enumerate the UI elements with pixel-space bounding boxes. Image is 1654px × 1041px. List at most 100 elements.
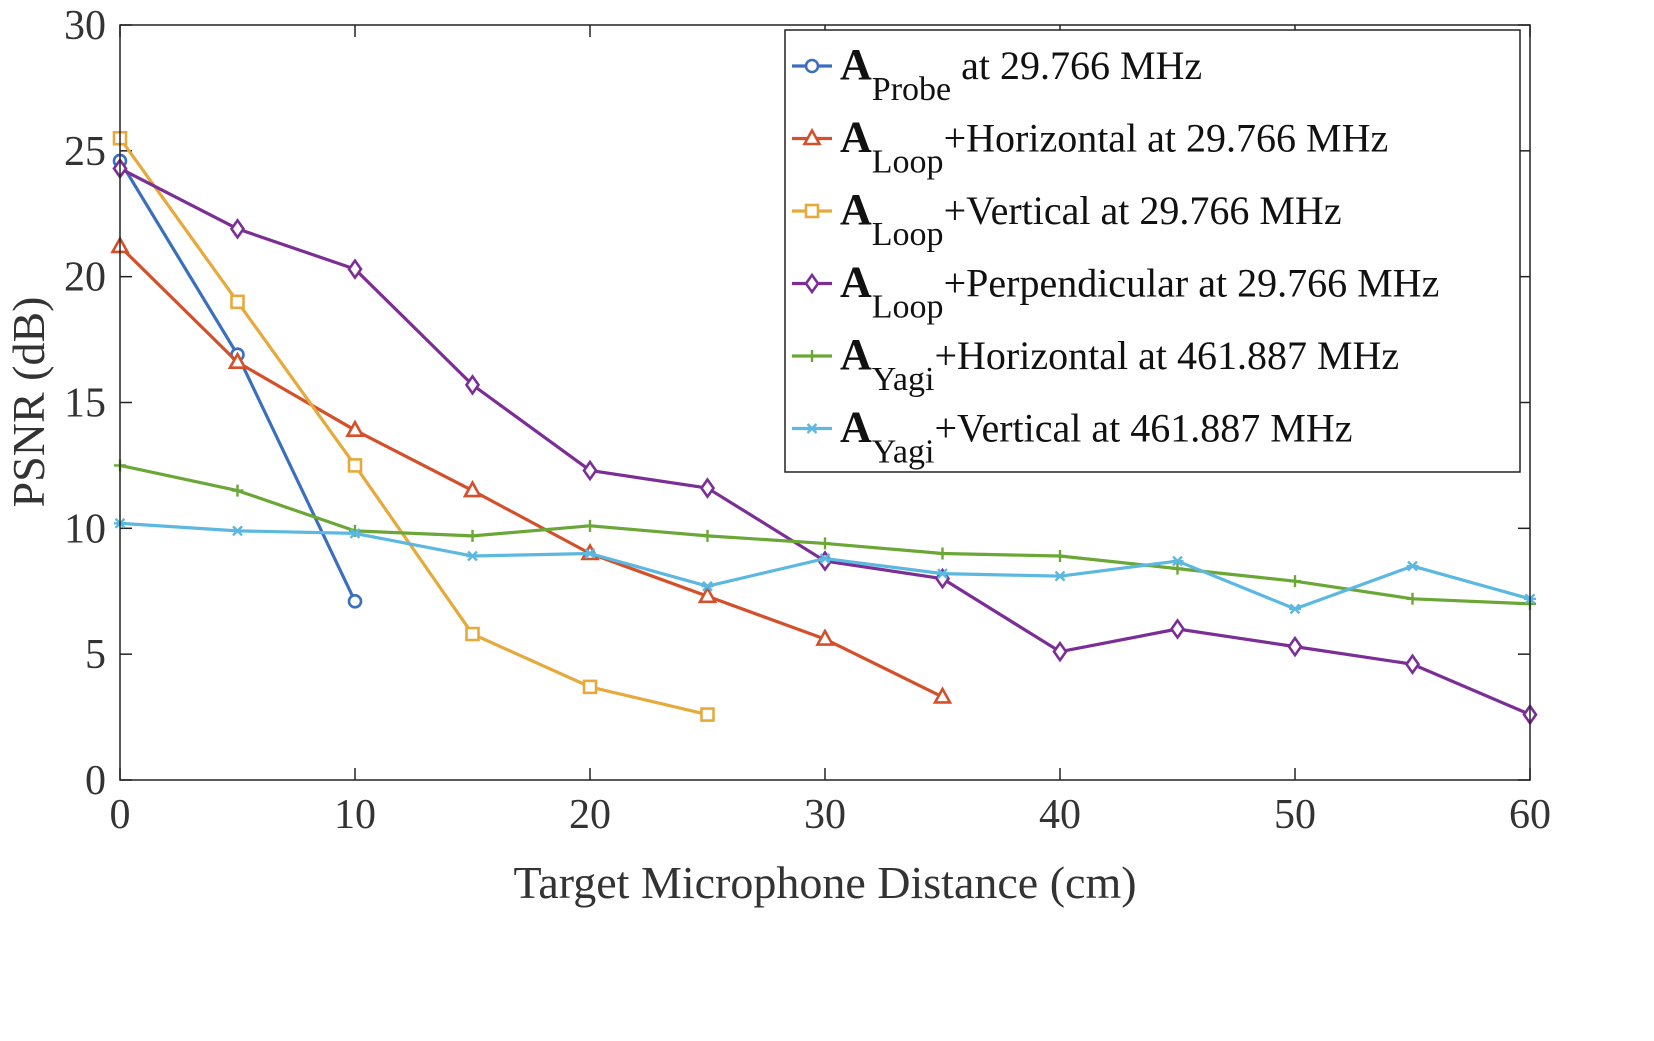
- data-point: [231, 525, 244, 537]
- legend-label-main: A: [840, 258, 872, 307]
- y-tick-label: 25: [64, 129, 106, 175]
- legend-label-rest: +Vertical at 461.887 MHz: [934, 406, 1352, 451]
- series-line: [119, 463, 1531, 606]
- legend-label-main: A: [840, 40, 872, 89]
- legend-label: AYagi+Vertical at 461.887 MHz: [840, 403, 1352, 471]
- legend-label-rest: +Horizontal at 29.766 MHz: [944, 116, 1389, 161]
- data-point: [1289, 575, 1301, 588]
- legend-label-subscript: Yagi: [872, 361, 935, 398]
- data-point: [349, 528, 361, 539]
- legend-swatch-marker: [804, 203, 820, 219]
- data-point: [230, 294, 245, 310]
- data-point: [347, 594, 363, 609]
- data-point: [1171, 555, 1184, 567]
- series-5: [114, 459, 1536, 610]
- data-point: [1054, 570, 1066, 582]
- legend-label-subscript: Probe: [872, 71, 951, 108]
- x-tick-label: 60: [1509, 792, 1551, 838]
- y-tick-label: 30: [64, 3, 106, 49]
- legend-label-main: A: [840, 403, 872, 452]
- data-point: [1054, 550, 1066, 563]
- x-tick-label: 30: [804, 792, 846, 838]
- x-tick-label: 10: [334, 792, 376, 838]
- data-point: [466, 550, 479, 562]
- data-point: [819, 553, 831, 564]
- data-point: [1406, 592, 1419, 605]
- data-point: [466, 529, 479, 542]
- legend-label-subscript: Loop: [872, 144, 944, 181]
- legend-item: AYagi+Horizontal at 461.887 MHz: [792, 330, 1399, 398]
- data-point: [1052, 640, 1068, 663]
- x-tick-label: 20: [569, 792, 611, 838]
- legend-swatch-marker: [804, 58, 820, 74]
- data-point: [1287, 635, 1303, 658]
- data-point: [697, 585, 718, 604]
- data-point: [345, 419, 365, 437]
- series-4: [112, 157, 1538, 726]
- data-point: [582, 459, 598, 482]
- data-point: [701, 580, 714, 592]
- legend-label: ALoop+Vertical at 29.766 MHz: [840, 185, 1342, 253]
- x-tick-label: 50: [1274, 792, 1316, 838]
- data-point: [465, 626, 480, 642]
- legend-swatch-marker: [806, 423, 818, 434]
- data-point: [815, 628, 835, 646]
- legend-label-main: A: [840, 330, 872, 379]
- data-point: [1169, 618, 1186, 640]
- legend-item: ALoop+Vertical at 29.766 MHz: [792, 185, 1342, 253]
- legend-item: AProbe at 29.766 MHz: [792, 40, 1202, 108]
- legend-label: AProbe at 29.766 MHz: [840, 40, 1202, 108]
- data-point: [227, 351, 248, 370]
- legend-label-subscript: Loop: [872, 216, 944, 253]
- legend-label: ALoop+Horizontal at 29.766 MHz: [840, 113, 1388, 181]
- x-axis-title: Target Microphone Distance (cm): [513, 857, 1136, 908]
- data-point: [932, 686, 953, 704]
- data-point: [1404, 653, 1421, 675]
- data-point: [1406, 560, 1419, 572]
- legend-item: ALoop+Horizontal at 29.766 MHz: [792, 113, 1388, 181]
- plot-frame: [119, 24, 1531, 781]
- legend-label-subscript: Yagi: [872, 434, 935, 471]
- data-point: [229, 218, 246, 240]
- data-point: [936, 547, 949, 560]
- y-tick-label: 0: [85, 758, 106, 804]
- legend-swatch-marker: [802, 127, 822, 146]
- series-line: [118, 245, 944, 699]
- data-point: [231, 484, 244, 497]
- tick-labels: 0 10 20 30 40 50 60 0 5 10 15 20 25 30: [64, 3, 1551, 838]
- y-tick-label: 15: [64, 381, 106, 427]
- x-tick-label: 40: [1039, 792, 1081, 838]
- legend-swatch-marker: [804, 272, 820, 295]
- y-tick-label: 5: [85, 632, 106, 678]
- data-point: [582, 679, 598, 695]
- data-point: [347, 458, 363, 473]
- series-line: [118, 137, 708, 717]
- legend-label-rest: +Perpendicular at 29.766 MHz: [944, 261, 1440, 306]
- data-point: [700, 707, 715, 722]
- legend-box: [784, 29, 1521, 473]
- series-2: [110, 235, 953, 704]
- legend-item: ALoop+Perpendicular at 29.766 MHz: [792, 258, 1439, 326]
- data-point: [699, 477, 716, 499]
- x-tick-label: 0: [110, 792, 131, 838]
- legend-label: ALoop+Perpendicular at 29.766 MHz: [840, 258, 1439, 326]
- legend-label-rest: +Vertical at 29.766 MHz: [944, 188, 1342, 233]
- legend-label-rest: at 29.766 MHz: [951, 43, 1202, 88]
- data-point: [584, 519, 596, 532]
- data-point: [347, 258, 363, 280]
- legend-swatch-marker: [806, 350, 818, 362]
- data-point: [584, 548, 596, 559]
- data-point: [701, 529, 714, 542]
- y-tick-label: 20: [64, 255, 106, 301]
- series-3: [112, 130, 715, 722]
- data-point: [1171, 562, 1184, 575]
- legend-label-main: A: [840, 113, 872, 162]
- y-tick-label: 10: [64, 506, 106, 552]
- legend-label-rest: +Horizontal at 461.887 MHz: [934, 333, 1399, 378]
- legend-item: AYagi+Vertical at 461.887 MHz: [792, 403, 1352, 471]
- legend-label: AYagi+Horizontal at 461.887 MHz: [840, 330, 1399, 398]
- data-point: [464, 374, 481, 396]
- legend-label-subscript: Loop: [872, 289, 944, 326]
